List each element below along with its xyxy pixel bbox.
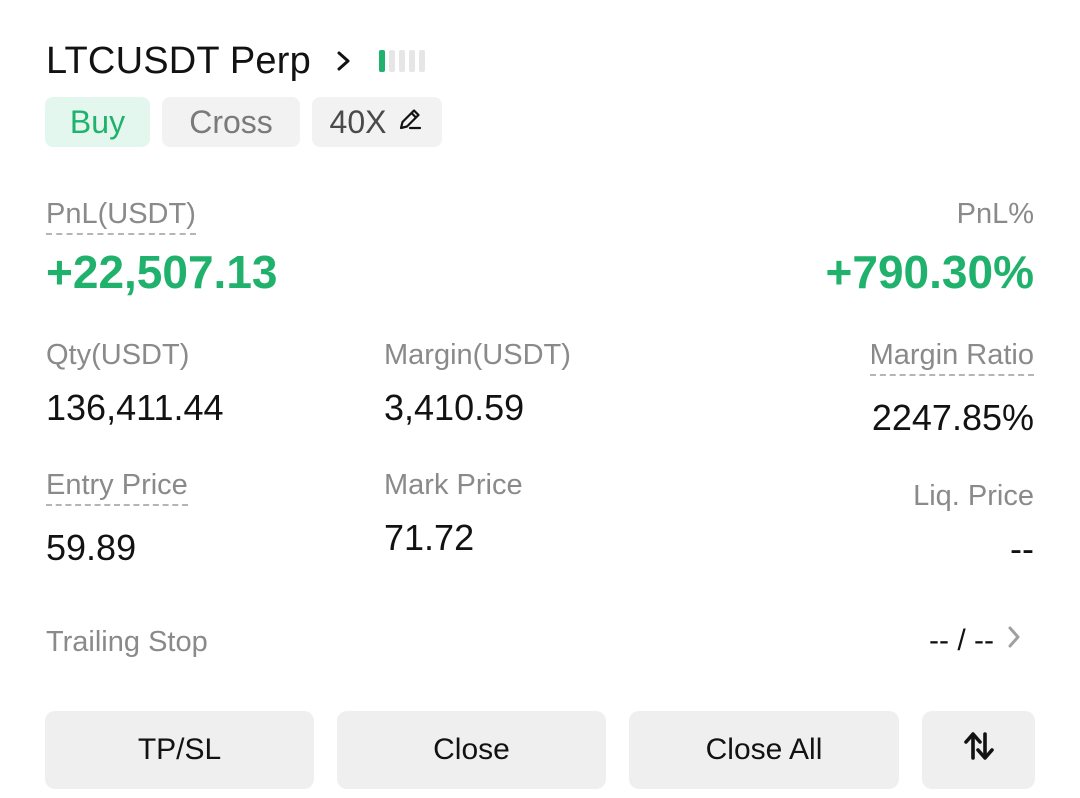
close-all-button[interactable]: Close All xyxy=(629,711,899,789)
signal-bar xyxy=(378,50,385,72)
entry-price-label[interactable]: Entry Price xyxy=(46,467,188,506)
margin-label: Margin(USDT) xyxy=(384,339,571,371)
trailing-stop-value: -- / -- xyxy=(929,624,994,657)
mark-price-value: 71.72 xyxy=(384,517,475,558)
leverage-value: 40X xyxy=(329,103,387,140)
trailing-stop-label: Trailing Stop xyxy=(46,626,208,658)
signal-bar xyxy=(398,50,405,72)
liq-price-value: -- xyxy=(1010,528,1034,569)
qty-label: Qty(USDT) xyxy=(46,339,190,371)
margin-ratio-value: 2247.85% xyxy=(871,397,1034,438)
edit-pencil-icon xyxy=(396,104,424,141)
chevron-right-icon[interactable] xyxy=(333,50,355,72)
entry-price-value: 59.89 xyxy=(46,527,137,568)
margin-ratio-label[interactable]: Margin Ratio xyxy=(869,337,1034,376)
chevron-right-icon xyxy=(1006,624,1022,658)
position-header[interactable]: LTCUSDT Perp xyxy=(46,36,425,86)
margin-mode-badge: Cross xyxy=(162,97,300,147)
pnl-value: +22,507.13 xyxy=(46,246,278,298)
liq-price-label: Liq. Price xyxy=(913,480,1034,512)
symbol-title[interactable]: LTCUSDT Perp xyxy=(46,39,311,82)
qty-value: 136,411.44 xyxy=(46,387,224,428)
position-tags: Buy Cross 40X xyxy=(45,97,442,147)
close-button[interactable]: Close xyxy=(337,711,606,789)
side-badge: Buy xyxy=(45,97,150,147)
pnl-percent-value: +790.30% xyxy=(825,246,1034,298)
leverage-button[interactable]: 40X xyxy=(312,97,442,147)
signal-strength-icon xyxy=(378,50,425,72)
signal-bar xyxy=(418,50,425,72)
reverse-position-button[interactable] xyxy=(922,711,1035,789)
pnl-label[interactable]: PnL(USDT) xyxy=(46,196,196,235)
pnl-percent-label: PnL% xyxy=(956,198,1034,230)
signal-bar xyxy=(388,50,395,72)
mark-price-label: Mark Price xyxy=(384,469,523,501)
tpsl-button[interactable]: TP/SL xyxy=(45,711,314,789)
reverse-position-icon xyxy=(962,729,996,771)
trailing-stop-setting[interactable]: -- / -- xyxy=(929,624,1022,658)
signal-bar xyxy=(408,50,415,72)
margin-value: 3,410.59 xyxy=(384,387,525,428)
